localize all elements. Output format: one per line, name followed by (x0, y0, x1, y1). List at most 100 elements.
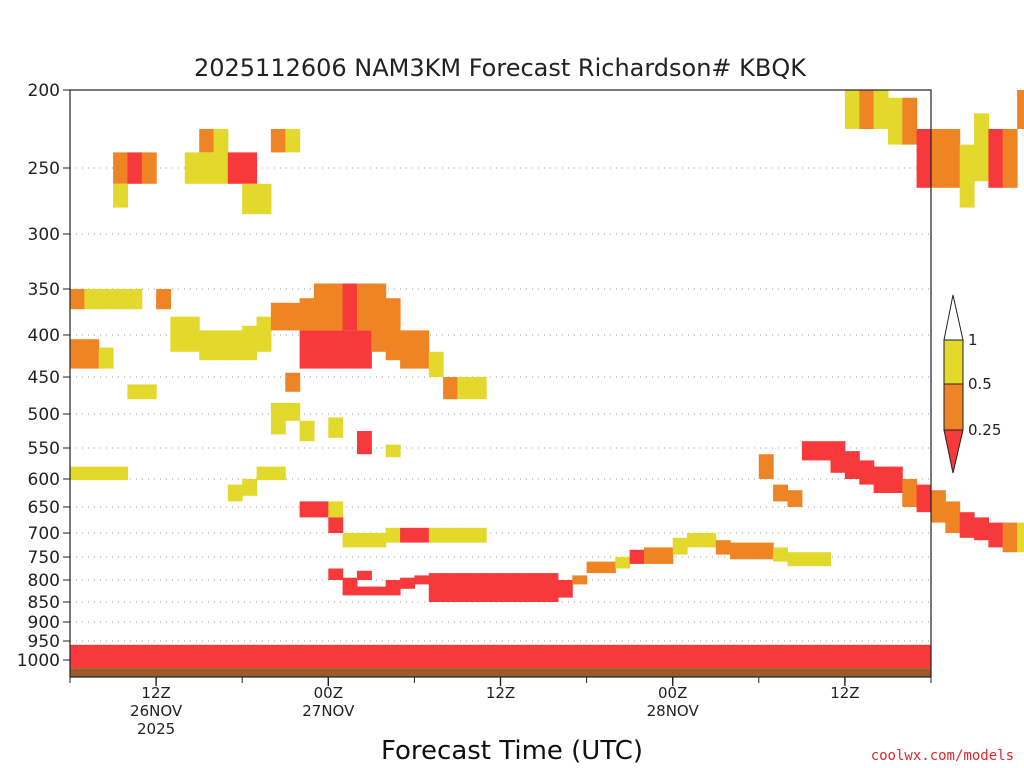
heatmap-cell (902, 97, 918, 145)
y-tick-label: 850 (28, 593, 60, 613)
heatmap-cell (113, 152, 128, 184)
heatmap-cell (385, 527, 401, 543)
heatmap-cell (758, 454, 774, 479)
colorbar-bin-orange (943, 383, 964, 431)
heatmap-cell (357, 330, 372, 369)
x-tick-label: 27NOV (302, 702, 355, 720)
heatmap-cell (1017, 522, 1024, 553)
y-tick-label: 1000 (17, 651, 60, 671)
heatmap-cell (227, 484, 243, 502)
heatmap-cell (974, 113, 989, 182)
heatmap-cell (242, 325, 258, 361)
heatmap-cell (400, 527, 415, 543)
heatmap-cell (715, 540, 731, 555)
heatmap-cell (1002, 522, 1018, 553)
heatmap-cell (586, 561, 602, 574)
heatmap-cell (844, 90, 860, 129)
heatmap-cell (299, 420, 315, 442)
heatmap-cell (270, 402, 286, 435)
heatmap-cell (471, 527, 487, 543)
heatmap-cell (328, 417, 344, 438)
heatmap-cell (385, 298, 401, 361)
heatmap-cell (256, 183, 272, 215)
heatmap-cell (773, 547, 788, 562)
heatmap-cell (887, 466, 903, 493)
colorbar-bin-yellow (943, 339, 964, 385)
heatmap-cell (801, 552, 817, 567)
heatmap-cell (313, 330, 329, 369)
heatmap-cell (672, 537, 688, 555)
heatmap-cell (141, 384, 157, 400)
heatmap-cell (414, 527, 430, 543)
heatmap-cell (127, 289, 143, 310)
heatmap-cell (371, 283, 387, 352)
y-tick-label: 550 (28, 439, 60, 459)
heatmap-cell (328, 568, 344, 580)
y-tick-label: 950 (28, 632, 60, 652)
heatmap-cell (758, 542, 774, 560)
heatmap-cell (773, 484, 788, 502)
heatmap-cell (98, 347, 114, 369)
heatmap-cell (98, 289, 114, 310)
x-tick-label: 26NOV (130, 702, 183, 720)
y-tick-label: 650 (28, 498, 60, 518)
heatmap-cell (572, 575, 588, 585)
heatmap-cell (543, 573, 559, 602)
heatmap-cell (256, 466, 272, 481)
heatmap-cell (357, 533, 372, 548)
heatmap-cell (945, 501, 961, 533)
heatmap-cell (557, 580, 573, 598)
heatmap-cell (916, 484, 932, 513)
heatmap-cell (342, 577, 358, 589)
heatmap-cell (974, 517, 989, 541)
y-axis: 200 250 300 350 400 450 500 550 600 650 700 750 8008… (17, 81, 70, 671)
heatmap-cell (199, 330, 215, 361)
heatmap-cell (242, 152, 258, 184)
heatmap-cell (227, 152, 243, 184)
x-tick-label: 2025 (137, 720, 175, 738)
heatmap-cell (270, 129, 286, 153)
heatmap-cell (70, 289, 85, 310)
ground-layer (70, 644, 931, 677)
heatmap-cell (213, 129, 229, 184)
heatmap-cell (816, 552, 832, 567)
heatmap-cell (414, 575, 430, 585)
heatmap-cell (371, 533, 387, 548)
x-tick-label: 00Z (658, 684, 687, 702)
heatmap-cell (213, 330, 229, 361)
heatmap-cell (328, 501, 344, 518)
heatmap-cell (859, 90, 875, 129)
heatmap-cell (357, 283, 372, 331)
heatmap-cell (70, 466, 85, 481)
heatmap-cell (184, 152, 200, 184)
heatmap-cell (299, 501, 315, 518)
heatmap-cell (156, 289, 171, 310)
heatmap-cell (931, 490, 946, 523)
heatmap-cell (328, 283, 344, 331)
heatmap-cell (242, 183, 258, 215)
heatmap-cell (1017, 90, 1024, 129)
heatmap-cell (385, 580, 401, 596)
heatmap-cell (601, 561, 616, 574)
heatmap-cell (687, 533, 702, 548)
heatmap-cell (342, 586, 358, 596)
heatmap-cell (873, 466, 889, 493)
heatmap-cell (787, 552, 803, 567)
colorbar-label-1: 1 (968, 331, 978, 349)
heatmap-cell (242, 479, 258, 496)
heatmap-cell (859, 460, 875, 485)
heatmap-cell (357, 431, 372, 455)
heatmap-cell (285, 302, 301, 331)
heatmap-cell (443, 527, 458, 543)
heatmap-cell (357, 570, 372, 580)
y-tick-label: 400 (28, 326, 60, 346)
y-tick-label: 800 (28, 571, 60, 591)
heatmap-cell (357, 586, 372, 596)
y-tick-label: 600 (28, 470, 60, 490)
heatmap-cell (730, 542, 745, 560)
heatmap-cell (385, 444, 401, 458)
heatmap-cell (170, 316, 186, 352)
heatmap-cell (199, 152, 215, 184)
heatmap-cell (443, 573, 458, 602)
